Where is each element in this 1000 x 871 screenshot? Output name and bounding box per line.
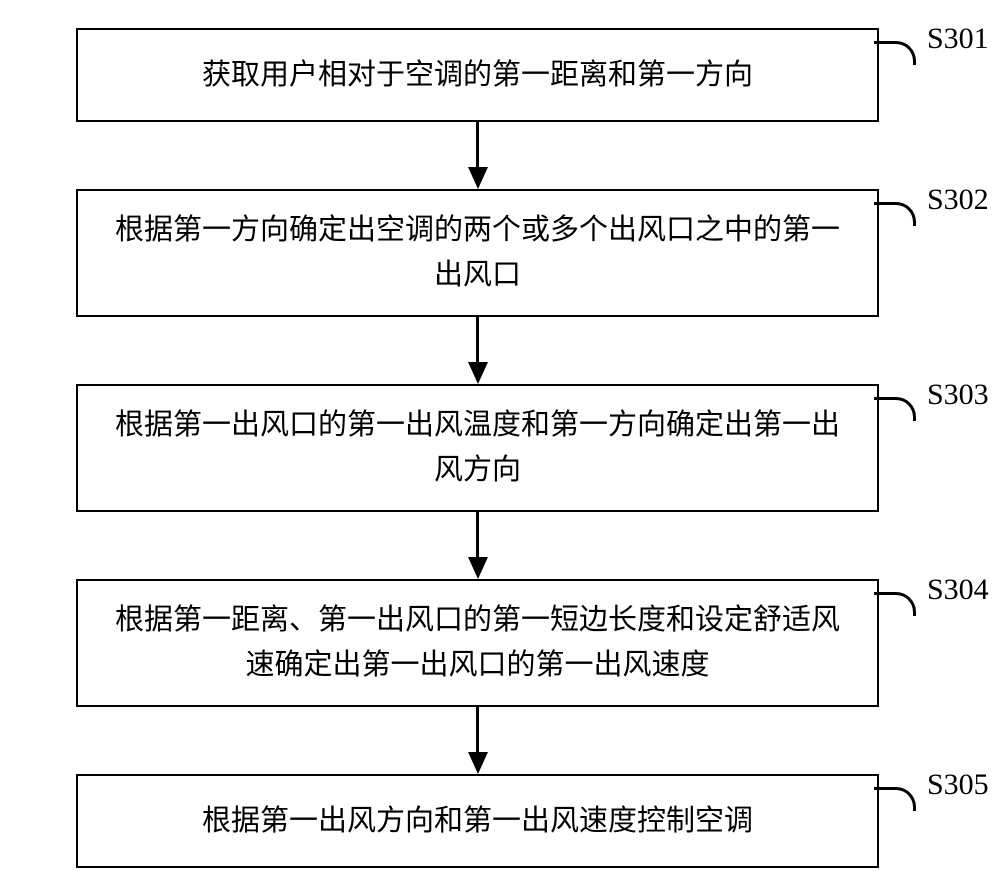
- flow-arrow-head: [468, 167, 488, 189]
- step-label-s302: S302: [927, 183, 989, 217]
- flow-arrow-line: [476, 707, 479, 754]
- label-connector: [874, 397, 916, 421]
- step-text: 根据第一出风方向和第一出风速度控制空调: [202, 799, 753, 844]
- flow-step-s302: 根据第一方向确定出空调的两个或多个出风口之中的第一出风口: [76, 189, 879, 317]
- label-connector: [874, 41, 916, 65]
- step-label-s304: S304: [927, 573, 989, 607]
- flow-step-s301: 获取用户相对于空调的第一距离和第一方向: [76, 28, 879, 122]
- step-label-s303: S303: [927, 378, 989, 412]
- flow-step-s303: 根据第一出风口的第一出风温度和第一方向确定出第一出风方向: [76, 384, 879, 512]
- step-text: 根据第一距离、第一出风口的第一短边长度和设定舒适风速确定出第一出风口的第一出风速…: [106, 598, 849, 688]
- label-connector: [874, 787, 916, 811]
- flow-arrow-line: [476, 122, 479, 169]
- label-connector: [874, 592, 916, 616]
- step-text: 获取用户相对于空调的第一距离和第一方向: [202, 53, 753, 98]
- step-label-s305: S305: [927, 768, 989, 802]
- flow-arrow-head: [468, 557, 488, 579]
- flow-arrow-head: [468, 362, 488, 384]
- label-connector: [874, 202, 916, 226]
- flow-arrow-line: [476, 512, 479, 559]
- step-text: 根据第一方向确定出空调的两个或多个出风口之中的第一出风口: [106, 208, 849, 298]
- flow-step-s305: 根据第一出风方向和第一出风速度控制空调: [76, 774, 879, 868]
- flow-arrow-head: [468, 752, 488, 774]
- step-label-s301: S301: [927, 22, 989, 56]
- step-text: 根据第一出风口的第一出风温度和第一方向确定出第一出风方向: [106, 403, 849, 493]
- flow-arrow-line: [476, 317, 479, 364]
- flow-step-s304: 根据第一距离、第一出风口的第一短边长度和设定舒适风速确定出第一出风口的第一出风速…: [76, 579, 879, 707]
